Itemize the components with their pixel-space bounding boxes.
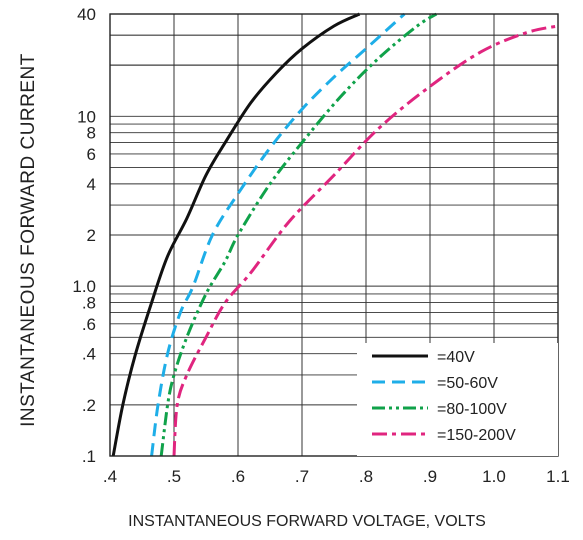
y-tick-label: 1.0 <box>72 277 96 296</box>
x-tick-label: .4 <box>103 467 117 486</box>
plot-frame <box>109 13 559 457</box>
legend-label-1: =40V <box>437 349 475 366</box>
x-tick-label: .7 <box>295 467 309 486</box>
y-tick-label: .6 <box>82 315 96 334</box>
y-tick-label: .4 <box>82 345 96 364</box>
y-axis-title: INSTANTANEOUS FORWARD CURRENT <box>18 53 39 427</box>
x-tick-label: .8 <box>359 467 373 486</box>
legend-label-2: =50-60V <box>437 375 498 392</box>
y-tick-label: .2 <box>82 396 96 415</box>
x-tick-label: .5 <box>167 467 181 486</box>
y-tick-label: 8 <box>87 124 96 143</box>
y-tick-label: .1 <box>82 447 96 466</box>
y-tick-label: 4 <box>87 175 96 194</box>
x-axis-title: INSTANTANEOUS FORWARD VOLTAGE, VOLTS <box>128 513 486 530</box>
grid <box>109 13 559 457</box>
legend: =40V =50-60V =80-100V =150-200V <box>357 343 558 456</box>
legend-label-4: =150-200V <box>437 427 516 444</box>
legend-background <box>357 343 558 456</box>
x-tick-label: .6 <box>231 467 245 486</box>
x-tick-labels: .4 .5 .6 .7 .8 .9 1.0 1.1 <box>103 467 570 486</box>
x-tick-label: 1.1 <box>546 467 570 486</box>
x-tick-label: 1.0 <box>482 467 506 486</box>
series-line-1 <box>111 12 361 457</box>
x-tick-label: .9 <box>423 467 437 486</box>
series-line-3 <box>159 12 438 457</box>
series-line-4 <box>172 24 559 457</box>
legend-label-3: =80-100V <box>437 401 507 418</box>
y-tick-label: 40 <box>77 5 96 24</box>
y-tick-labels: .1 .2 .4 .6 .81.0 2 4 6 810 40 <box>72 5 96 466</box>
y-tick-label: 2 <box>87 226 96 245</box>
y-tick-label: .8 <box>82 294 96 313</box>
series-lines <box>111 12 559 457</box>
y-tick-label: 6 <box>87 145 96 164</box>
y-tick-label: 10 <box>77 107 96 126</box>
